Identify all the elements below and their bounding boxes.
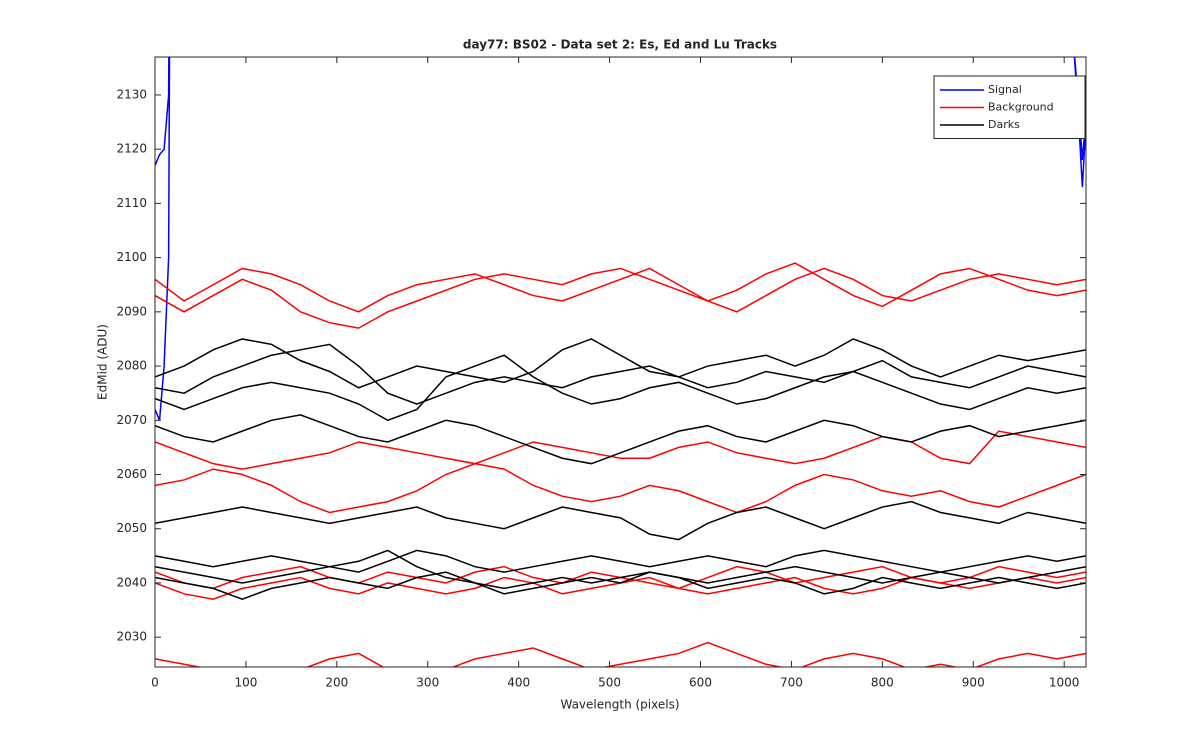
- x-tick-label: 400: [507, 676, 530, 690]
- data-line: [155, 462, 1086, 514]
- y-tick-label: 2070: [116, 413, 147, 427]
- legend-label: Darks: [988, 118, 1020, 131]
- data-line: [155, 549, 1086, 590]
- data-line: [155, 571, 1086, 601]
- y-tick-label: 2100: [116, 250, 147, 264]
- legend-label: Background: [988, 101, 1054, 114]
- data-line: [155, 343, 1086, 405]
- data-line: [155, 57, 1086, 188]
- x-tick-label: 1000: [1049, 676, 1080, 690]
- y-tick-label: 2130: [116, 87, 147, 101]
- x-tick-label: 600: [689, 676, 712, 690]
- chart-title: day77: BS02 - Data set 2: Es, Ed and Lu …: [463, 38, 777, 52]
- data-line: [155, 414, 1086, 465]
- x-tick-label: 800: [871, 676, 894, 690]
- data-line: [155, 267, 1086, 313]
- x-tick-label: 900: [962, 676, 985, 690]
- x-tick-label: 300: [416, 676, 439, 690]
- y-tick-label: 2110: [116, 196, 147, 210]
- x-axis-label: Wavelength (pixels): [560, 698, 679, 712]
- y-tick-label: 2120: [116, 142, 147, 156]
- y-tick-label: 2060: [116, 467, 147, 481]
- axes-box: [154, 56, 1087, 668]
- data-line: [155, 262, 1086, 329]
- data-line: [155, 549, 1086, 573]
- y-axis-label: EdMid (ADU): [96, 324, 110, 400]
- plot-area: [155, 57, 1086, 667]
- data-line: [155, 430, 1086, 470]
- data-line: [155, 641, 1086, 667]
- lines: [155, 57, 1086, 667]
- data-line: [155, 500, 1086, 541]
- legend-label: Signal: [988, 83, 1022, 96]
- y-tick-label: 2050: [116, 521, 147, 535]
- x-tick-label: 0: [151, 676, 159, 690]
- y-tick-label: 2080: [116, 359, 147, 373]
- x-tick-label: 700: [780, 676, 803, 690]
- x-tick-label: 500: [598, 676, 621, 690]
- y-tick-label: 2040: [116, 575, 147, 589]
- data-line: [155, 338, 1086, 389]
- y-tick-label: 2090: [116, 304, 147, 318]
- x-tick-label: 100: [234, 676, 257, 690]
- x-tick-label: 200: [325, 676, 348, 690]
- y-tick-label: 2030: [116, 630, 147, 644]
- data-line: [155, 354, 1086, 422]
